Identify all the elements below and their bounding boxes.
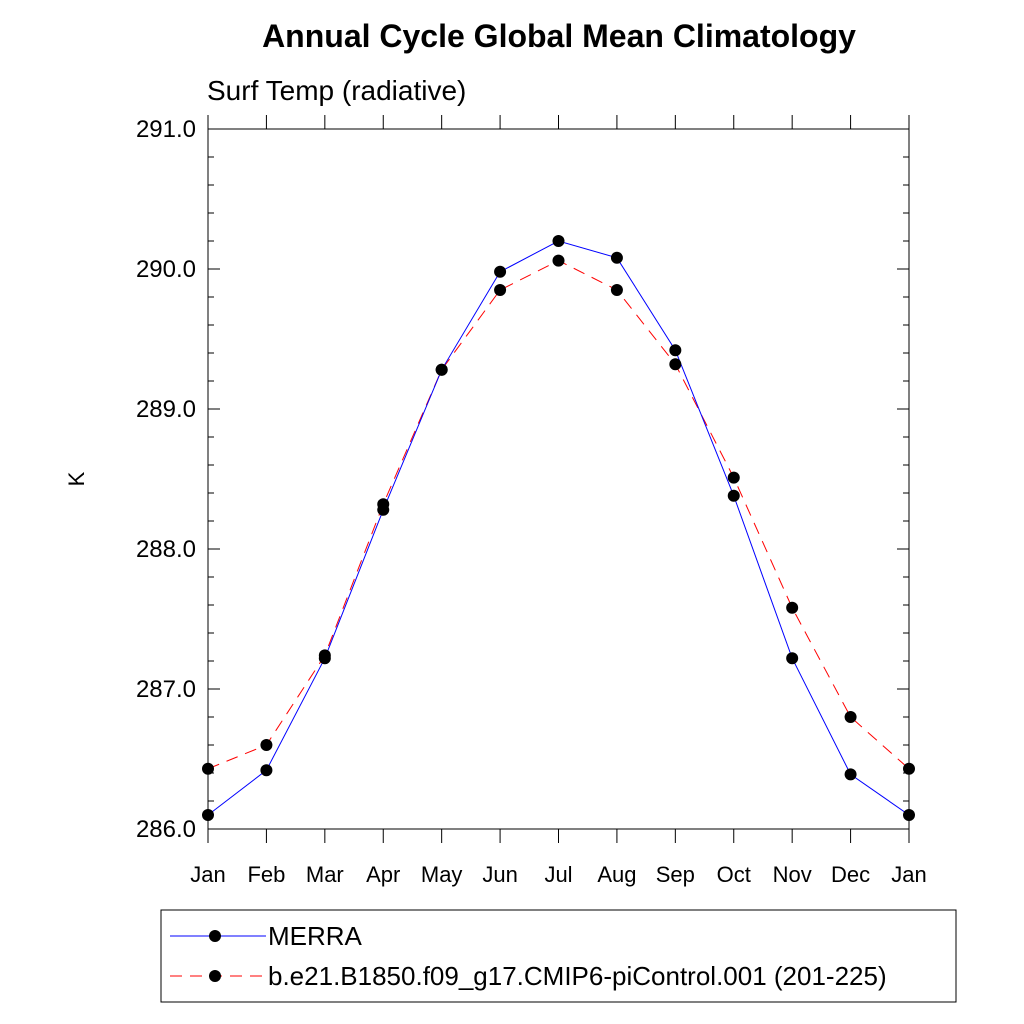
x-tick-label: Sep (656, 862, 695, 887)
data-point-series-1 (552, 254, 565, 267)
x-tick-label: Jan (190, 862, 225, 887)
data-point-series-1 (786, 601, 799, 614)
data-point-series-1 (202, 762, 214, 775)
y-tick-label: 289.0 (136, 396, 196, 423)
data-point-series-0 (669, 344, 682, 357)
data-point-series-1 (318, 649, 331, 662)
series-lines (207, 240, 910, 816)
x-tick-label: Oct (717, 862, 751, 887)
legend-marker-merra (209, 930, 221, 942)
x-tick-label: Jul (544, 862, 572, 887)
x-tick-labels: Jan Feb Mar Apr May Jun Jul Aug Sep Oct Nov Dec Jan (190, 862, 926, 887)
series-line-merra (207, 240, 910, 816)
data-point-series-1 (844, 711, 857, 723)
data-point-series-0 (202, 809, 214, 821)
x-tick-label: Dec (831, 862, 870, 887)
y-tick-label: 291.0 (136, 116, 196, 143)
data-point-series-1 (903, 762, 915, 775)
data-point-series-0 (727, 489, 740, 502)
legend-box (160, 909, 957, 1003)
data-point-series-0 (903, 809, 915, 821)
x-tick-label: Nov (773, 862, 812, 887)
x-tick-label: Mar (306, 862, 344, 887)
data-point-series-1 (377, 498, 390, 511)
series-markers (202, 235, 915, 821)
data-point-series-0 (552, 235, 565, 247)
x-tick-label: Jun (482, 862, 517, 887)
y-tick-label: 287.0 (136, 676, 196, 703)
x-tick-label: Aug (597, 862, 636, 887)
chart-title: Annual Cycle Global Mean Climatology (262, 18, 856, 54)
data-point-series-1 (494, 284, 507, 296)
data-point-series-1 (435, 363, 448, 376)
y-tick-label: 286.0 (136, 816, 196, 843)
x-tick-label: Jan (891, 862, 926, 887)
x-tick-label: Apr (366, 862, 400, 887)
data-point-series-0 (260, 764, 273, 777)
axis-ticks (207, 115, 910, 843)
y-axis-label: K (64, 471, 89, 486)
legend-label-cmip6: b.e21.B1850.f09_g17.CMIP6-piControl.001 … (268, 961, 887, 991)
legend: MERRA b.e21.B1850.f09_g17.CMIP6-piContro… (160, 909, 957, 1003)
y-tick-label: 290.0 (136, 256, 196, 283)
y-tick-labels: 286.0 287.0 288.0 289.0 290.0 291.0 (136, 116, 196, 843)
chart-subtitle: Surf Temp (radiative) (207, 75, 466, 106)
series-line-b-e21-b1850-f09-g17-cmip6-pico (207, 260, 910, 770)
x-tick-label: May (421, 862, 463, 887)
plot-frame (207, 128, 910, 830)
data-point-series-0 (786, 652, 799, 665)
data-point-series-0 (844, 768, 857, 781)
data-point-series-1 (610, 284, 623, 296)
data-point-series-1 (669, 358, 682, 371)
data-point-series-1 (727, 471, 740, 484)
data-point-series-1 (260, 739, 273, 751)
data-point-series-0 (494, 265, 507, 278)
data-point-series-0 (610, 251, 623, 264)
legend-marker-cmip6 (209, 970, 221, 982)
legend-label-merra: MERRA (268, 921, 363, 951)
y-tick-label: 288.0 (136, 536, 196, 563)
x-tick-label: Feb (247, 862, 285, 887)
